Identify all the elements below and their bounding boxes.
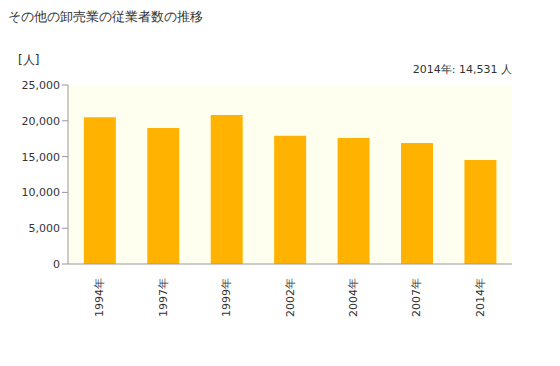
svg-text:1999年: 1999年	[220, 278, 233, 317]
svg-text:1994年: 1994年	[93, 278, 106, 317]
html-text:その他の卸売業の従業者数の推移: その他の卸売業の従業者数の推移	[8, 9, 203, 24]
html-text:2014年: 14,531 人: 2014年: 14,531 人	[412, 63, 512, 76]
svg-text:25,000: 25,000	[22, 79, 61, 92]
svg-text:2002年: 2002年	[284, 278, 297, 317]
svg-text:1997年: 1997年	[157, 278, 170, 317]
html-text:[人]: [人]	[18, 53, 40, 67]
svg-text:10,000: 10,000	[22, 186, 61, 199]
svg-text:0: 0	[53, 258, 60, 271]
svg-text:2014年: 2014年	[474, 278, 487, 317]
svg-text:2004年: 2004年	[347, 278, 360, 317]
svg-text:20,000: 20,000	[22, 115, 61, 128]
svg-text:2007年: 2007年	[410, 278, 423, 317]
svg-text:15,000: 15,000	[22, 151, 61, 164]
svg-text:5,000: 5,000	[29, 222, 61, 235]
